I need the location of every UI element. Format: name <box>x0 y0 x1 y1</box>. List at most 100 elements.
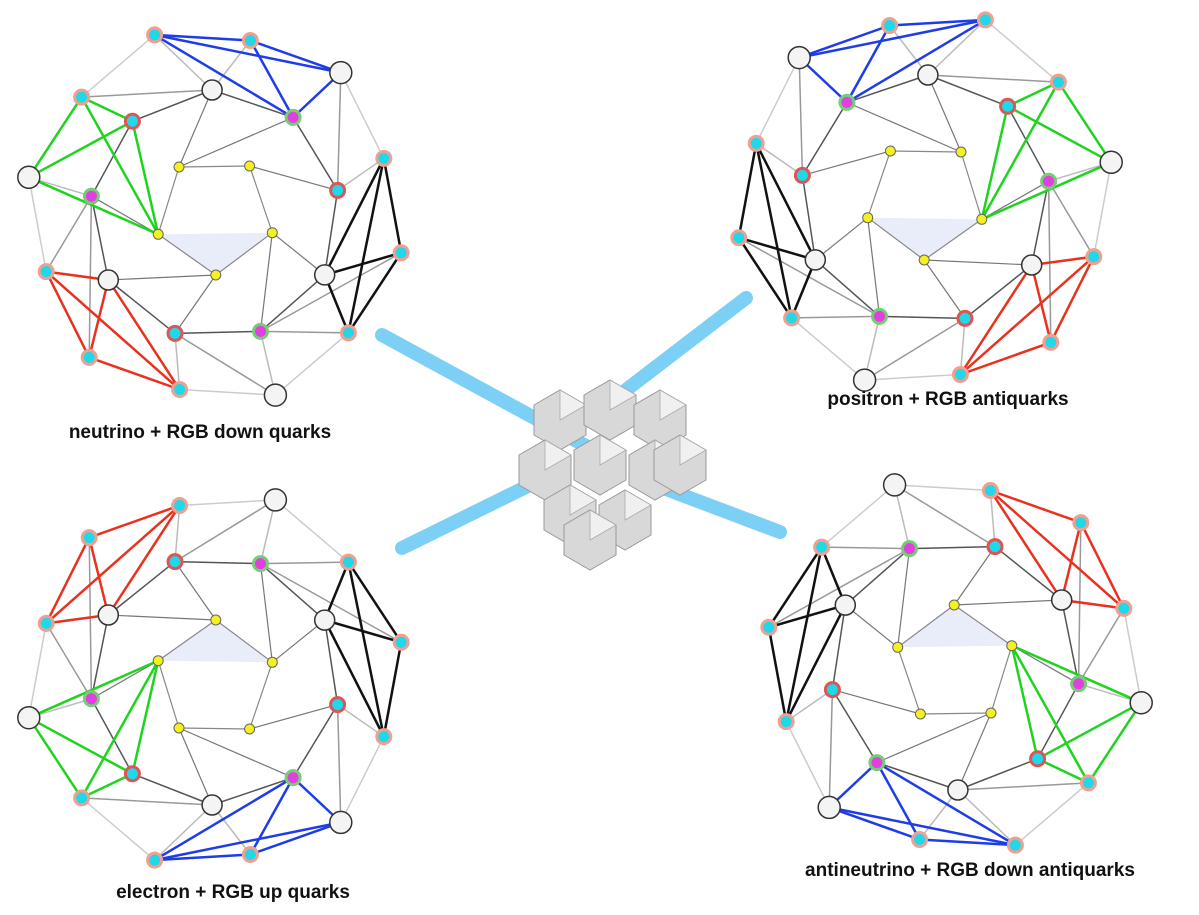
center-cluster <box>519 380 706 570</box>
yellow-node <box>211 270 221 280</box>
magenta-node <box>254 324 268 338</box>
edge <box>175 562 216 620</box>
yellow-node <box>245 161 255 171</box>
edge <box>756 58 799 144</box>
edge <box>895 485 991 491</box>
white-node <box>330 62 352 84</box>
magenta-node <box>84 189 98 203</box>
white-node <box>805 250 825 270</box>
edge <box>155 35 213 90</box>
cyan-node <box>815 540 829 554</box>
edge <box>179 728 250 729</box>
yellow-node <box>174 162 184 172</box>
edge <box>822 547 910 549</box>
cyan-node <box>958 311 972 325</box>
edge <box>895 485 995 547</box>
colored-edge <box>990 491 1080 523</box>
white-node <box>1130 692 1152 714</box>
yellow-node <box>915 709 925 719</box>
edge <box>179 117 293 167</box>
cyan-node <box>341 326 355 340</box>
cyan-node <box>243 848 257 862</box>
edge <box>829 690 832 808</box>
edge <box>261 233 273 332</box>
magenta-node <box>840 95 854 109</box>
yellow-node <box>986 708 996 718</box>
white-node <box>18 166 40 188</box>
white-node <box>1100 151 1122 173</box>
white-node <box>918 65 938 85</box>
white-node <box>264 489 286 511</box>
white-node <box>330 811 352 833</box>
magenta-node <box>84 692 98 706</box>
edge <box>910 547 996 549</box>
cyan-node <box>125 767 139 781</box>
cyan-node <box>331 183 345 197</box>
cyan-node <box>148 28 162 42</box>
connector <box>402 484 532 548</box>
yellow-node <box>885 146 895 156</box>
edge <box>108 615 216 620</box>
cyan-node <box>779 715 793 729</box>
edge <box>175 331 261 333</box>
edge <box>175 333 275 395</box>
cyan-node <box>1081 776 1095 790</box>
yellow-node <box>919 255 929 265</box>
cyan-node <box>173 383 187 397</box>
edge <box>155 805 213 860</box>
edge <box>920 713 991 714</box>
edge <box>928 75 1059 82</box>
edge <box>792 318 865 380</box>
colored-edge <box>769 627 786 721</box>
edge <box>786 722 829 808</box>
colored-edge <box>982 106 1008 219</box>
polytope-graph <box>732 13 1122 391</box>
yellow-node <box>245 724 255 734</box>
magenta-node <box>286 771 300 785</box>
colored-edge <box>89 538 108 615</box>
edge <box>868 218 880 317</box>
colored-edge <box>1051 257 1094 343</box>
edge <box>868 151 891 218</box>
edge <box>890 151 961 152</box>
cyan-node <box>825 683 839 697</box>
cyan-node <box>168 326 182 340</box>
edge <box>1094 162 1111 256</box>
edge <box>341 73 384 159</box>
colored-edge <box>132 121 158 234</box>
edge <box>261 564 325 621</box>
colored-edge <box>89 506 179 538</box>
polytope-graph <box>18 28 408 406</box>
cyan-node <box>1051 75 1065 89</box>
edge <box>822 485 895 547</box>
cyan-node <box>762 620 776 634</box>
white-node <box>788 47 810 69</box>
white-node <box>884 474 906 496</box>
cyan-node <box>1117 601 1131 615</box>
shaded-face <box>868 218 982 260</box>
edge <box>46 196 91 271</box>
edge <box>985 20 1058 82</box>
cyan-node <box>82 531 96 545</box>
edge <box>261 275 325 332</box>
colored-edge <box>46 272 89 358</box>
colored-edge <box>1062 523 1081 600</box>
magenta-node <box>1042 174 1056 188</box>
yellow-node <box>949 600 959 610</box>
edge <box>898 549 910 648</box>
yellow-node <box>977 214 987 224</box>
edge <box>29 177 46 271</box>
cyan-node <box>1031 752 1045 766</box>
edge <box>179 166 250 167</box>
colored-edge <box>1081 523 1124 609</box>
cyan-node <box>913 833 927 847</box>
colored-edge <box>46 538 89 624</box>
white-node <box>818 796 840 818</box>
edge <box>924 260 965 318</box>
caption: positron + RGB antiquarks <box>827 389 1068 410</box>
edge <box>865 375 961 381</box>
colored-edge <box>89 280 108 357</box>
cyan-node <box>243 34 257 48</box>
colored-edge <box>960 342 1050 374</box>
cyan-node <box>988 540 1002 554</box>
